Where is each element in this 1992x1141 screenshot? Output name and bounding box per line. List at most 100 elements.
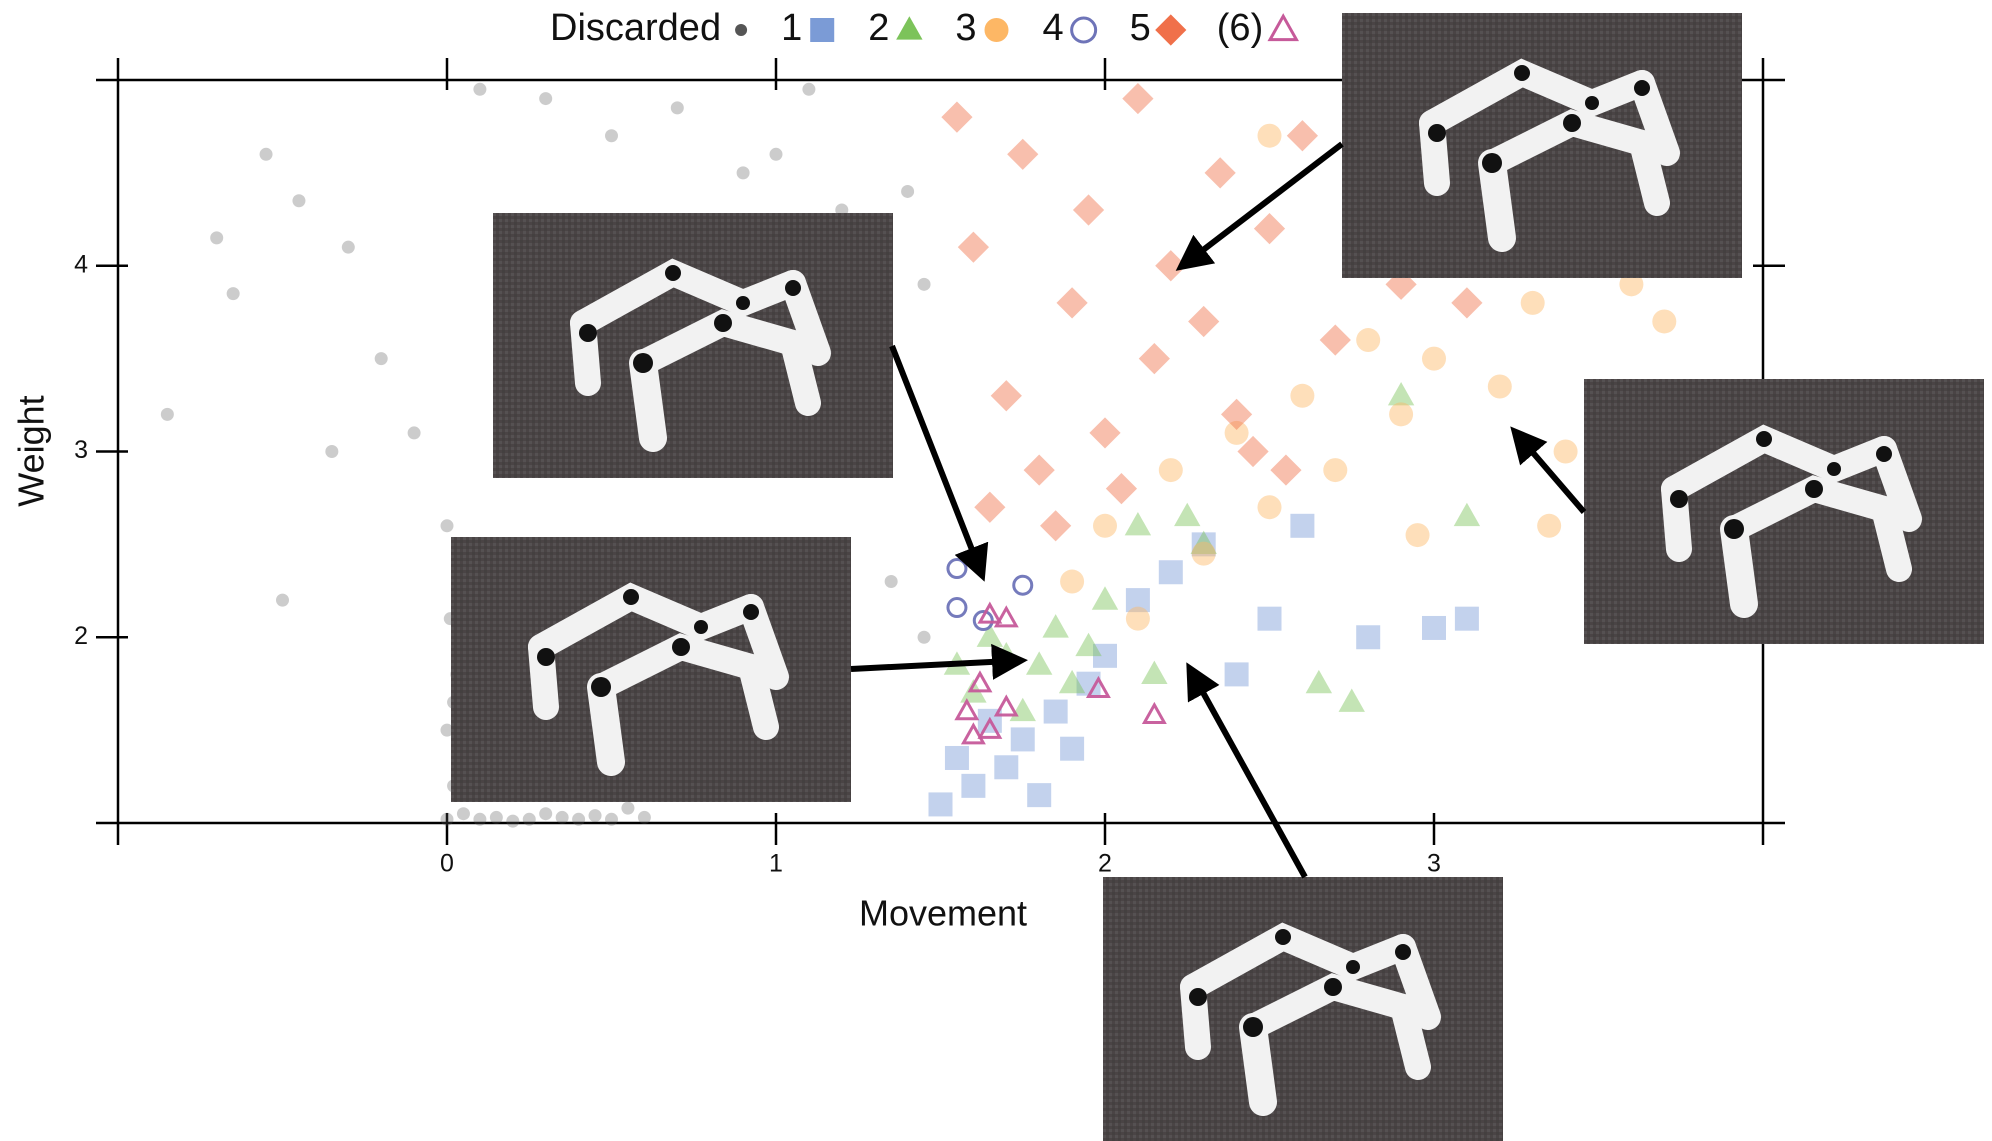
point [967, 670, 993, 693]
point [1619, 272, 1644, 297]
point [407, 426, 421, 440]
point [1026, 651, 1053, 675]
point [928, 792, 953, 817]
legend: Discarded 1 2 3 4 5 (6) [550, 7, 1300, 49]
point [994, 755, 1019, 780]
point [1190, 530, 1217, 554]
x-axis-title: Movement [859, 893, 1027, 934]
point [1125, 606, 1150, 631]
point [1023, 454, 1055, 486]
point [1405, 523, 1430, 548]
robot-photo [493, 213, 893, 478]
robot-photo [1584, 379, 1984, 644]
arrow [1186, 662, 1308, 879]
point [473, 812, 487, 826]
point [1091, 586, 1119, 610]
point [621, 801, 635, 815]
point [977, 716, 1003, 739]
point [1085, 675, 1111, 698]
robot-photo [1342, 13, 1742, 278]
legend-label: 5 [1130, 7, 1151, 49]
point [1060, 736, 1085, 761]
point [1389, 402, 1414, 427]
point [1188, 305, 1220, 338]
point [1422, 346, 1446, 371]
point [588, 809, 602, 823]
point [1093, 643, 1117, 668]
legend-label: 2 [868, 7, 889, 49]
point [1290, 383, 1315, 408]
arrows [850, 141, 1587, 879]
point [954, 698, 980, 721]
point [977, 601, 1003, 624]
point [1338, 688, 1365, 712]
point [917, 630, 931, 644]
point [1158, 458, 1183, 483]
point [1141, 660, 1168, 684]
x-tick-label: 1 [769, 850, 783, 878]
point [1191, 541, 1216, 566]
legend-label: 1 [781, 7, 802, 49]
point [1520, 290, 1545, 315]
axes: 0 1 2 3 2 3 4 [74, 58, 1785, 878]
legend-marker [984, 18, 1009, 42]
x-tick-label: 0 [440, 850, 454, 878]
point [1356, 328, 1381, 353]
point [1253, 213, 1286, 245]
point [1453, 502, 1481, 527]
point [539, 807, 553, 821]
legend-marker [1070, 16, 1098, 44]
point [605, 812, 618, 826]
point [1323, 458, 1348, 483]
points [160, 82, 1743, 828]
point [1138, 343, 1170, 375]
point [974, 491, 1006, 523]
point [1042, 614, 1069, 638]
point [555, 810, 569, 824]
point [1487, 374, 1512, 399]
point [1072, 194, 1105, 226]
point [160, 407, 174, 421]
point [1012, 574, 1034, 596]
x-tick-label: 2 [1098, 850, 1112, 878]
point [1075, 632, 1102, 657]
point [259, 147, 273, 161]
robot-photo [1103, 877, 1503, 1141]
point [539, 92, 553, 106]
point [1141, 701, 1167, 724]
point [1089, 417, 1121, 449]
point [276, 593, 289, 607]
point [946, 558, 968, 580]
point [1451, 287, 1483, 319]
point [1290, 513, 1315, 538]
point [1125, 588, 1150, 613]
y-tick-label: 2 [74, 622, 88, 650]
x-tick-label: 3 [1427, 850, 1441, 878]
legend-marker [1155, 14, 1187, 46]
point [1286, 120, 1318, 152]
point [1422, 615, 1446, 640]
legend-label: 3 [955, 7, 976, 49]
point [605, 129, 618, 143]
point [736, 166, 750, 180]
legend-marker [810, 18, 835, 42]
point [1257, 495, 1282, 520]
point [1058, 669, 1086, 694]
point [1257, 123, 1282, 148]
point [1237, 435, 1269, 468]
arrow [850, 643, 1028, 680]
point [210, 231, 224, 245]
point [802, 82, 816, 96]
point [440, 519, 454, 533]
point [1652, 309, 1677, 334]
point [1093, 513, 1117, 538]
point [1155, 250, 1187, 282]
point [1043, 699, 1068, 724]
point [901, 184, 915, 198]
point [374, 352, 388, 366]
point [917, 277, 931, 291]
point [506, 814, 520, 828]
point [670, 101, 684, 115]
point [993, 694, 1019, 717]
